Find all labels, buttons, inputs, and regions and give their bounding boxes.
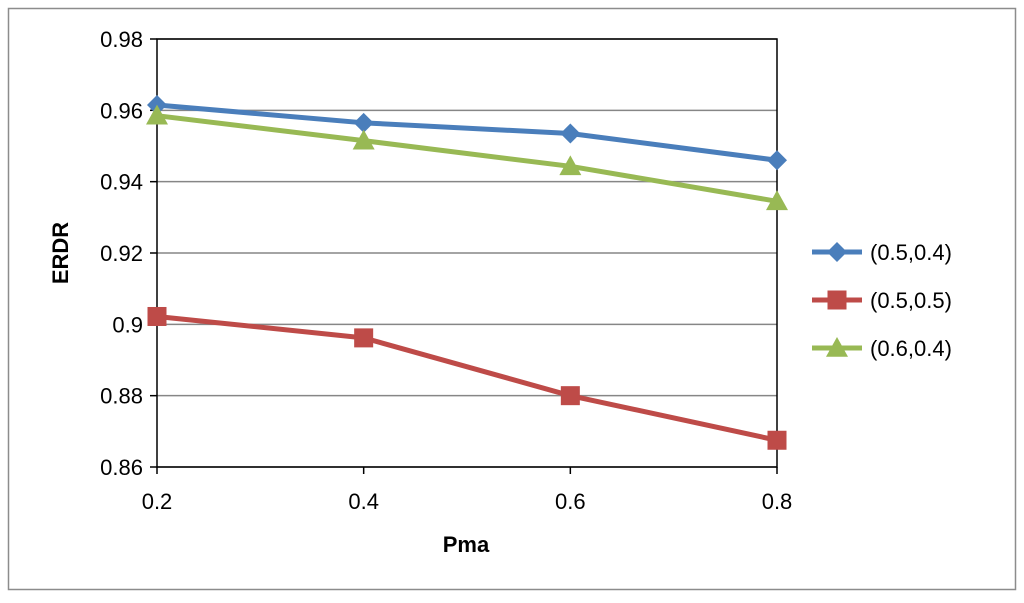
y-tick-label: 0.98 [100, 27, 143, 52]
x-tick-label: 0.2 [142, 489, 173, 514]
data-point-diamond [767, 150, 787, 171]
data-point-triangle [766, 190, 788, 211]
series-3 [146, 104, 788, 211]
y-axis-title: ERDR [48, 222, 73, 284]
data-point-triangle [559, 155, 582, 176]
legend-label: (0.5,0.5) [870, 288, 952, 313]
legend-label: (0.6,0.4) [870, 336, 952, 361]
legend-item: (0.5,0.4) [812, 240, 952, 265]
legend-marker-diamond [827, 242, 847, 262]
x-tick-label: 0.6 [555, 489, 586, 514]
series-line [154, 102, 780, 163]
y-tick-label: 0.88 [100, 384, 143, 409]
y-tick-label: 0.94 [100, 170, 143, 195]
data-point-square [560, 386, 580, 406]
legend-item: (0.5,0.5) [812, 288, 952, 313]
data-point-triangle [352, 129, 375, 150]
data-point-diamond [353, 112, 374, 133]
legend-marker-triangle [826, 337, 848, 357]
data-point-triangle [146, 104, 168, 125]
series-layer [146, 94, 788, 450]
x-tick-label: 0.4 [348, 489, 379, 514]
data-point-diamond [560, 123, 581, 144]
x-axis-title: Pma [443, 532, 490, 557]
y-tick-label: 0.92 [100, 241, 143, 266]
y-tick-label: 0.96 [100, 98, 143, 123]
y-tick-label: 0.86 [100, 455, 143, 480]
series-line [154, 313, 780, 443]
series-line [154, 113, 780, 204]
y-axis-ticks: 0.86 0.88 0.9 0.92 0.94 0.96 0.98 [100, 27, 157, 480]
data-point-square [147, 306, 167, 326]
data-point-square [767, 430, 787, 450]
y-tick-label: 0.9 [112, 312, 143, 337]
x-axis-ticks: 0.2 0.4 0.6 0.8 [142, 467, 793, 514]
x-tick-label: 0.8 [762, 489, 793, 514]
series-2 [147, 306, 787, 450]
legend: (0.5,0.4) (0.5,0.5) (0.6,0.4) [812, 240, 952, 361]
data-point-square [354, 328, 374, 348]
series-1 [147, 94, 787, 171]
legend-label: (0.5,0.4) [870, 240, 952, 265]
legend-item: (0.6,0.4) [812, 336, 952, 361]
legend-marker-square [827, 290, 847, 310]
